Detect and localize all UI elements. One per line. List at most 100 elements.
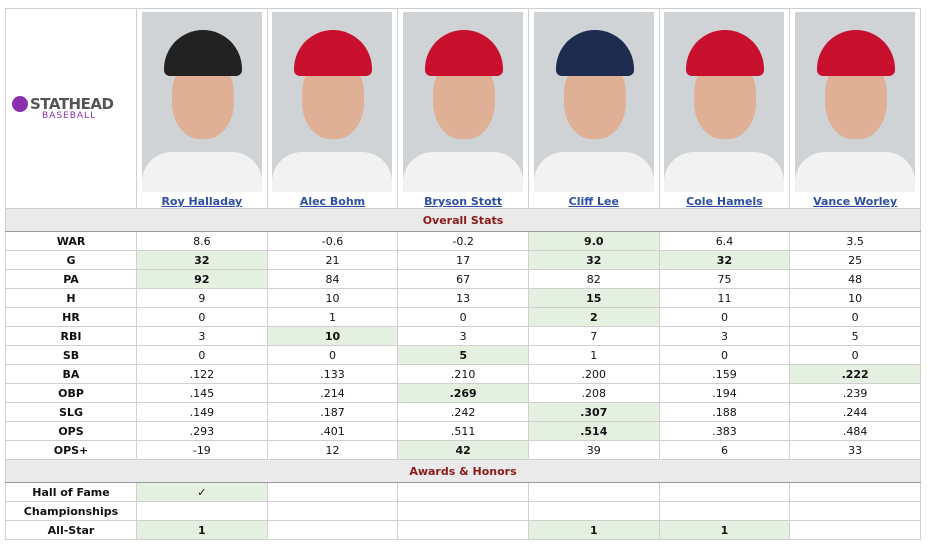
row-label: All-Star bbox=[5, 520, 137, 540]
stat-cell: 9 bbox=[136, 288, 268, 308]
stat-cell: -0.6 bbox=[266, 231, 399, 251]
player-photo bbox=[141, 12, 262, 192]
stat-cell: .383 bbox=[658, 421, 791, 441]
photo-cap bbox=[686, 30, 765, 76]
stat-cell: 84 bbox=[266, 269, 399, 289]
stat-cell: .239 bbox=[789, 383, 921, 403]
stat-row: Championships bbox=[5, 501, 921, 521]
row-label: OPS+ bbox=[5, 440, 137, 460]
comparison: STATHEAD BASEBALL Roy Halladay Alec Bohm Bry… bbox=[5, 8, 921, 540]
header-row: STATHEAD BASEBALL Roy Halladay Alec Bohm Bry… bbox=[5, 8, 921, 209]
photo-shirt bbox=[272, 152, 393, 192]
row-label: G bbox=[5, 250, 137, 270]
stat-row: All-Star 1 1 1 bbox=[5, 520, 921, 540]
comparison-table: STATHEAD BASEBALL Roy Halladay Alec Bohm Bry… bbox=[5, 8, 921, 540]
photo-cap bbox=[817, 30, 896, 76]
section-row: Awards & Honors bbox=[5, 459, 921, 483]
stat-cell: .242 bbox=[397, 402, 529, 422]
stat-cell: 0 bbox=[266, 345, 399, 365]
row-label: BA bbox=[5, 364, 137, 384]
stat-row: SB 0 0 5 1 0 0 bbox=[5, 345, 921, 365]
stat-cell: 39 bbox=[527, 440, 660, 460]
stat-cell: 10 bbox=[266, 326, 399, 346]
stat-cell: .133 bbox=[266, 364, 399, 384]
stat-row: OBP .145.214.269.208.194.239 bbox=[5, 383, 921, 403]
player-name[interactable]: Vance Worley bbox=[813, 195, 898, 208]
stat-cell: 7 bbox=[527, 326, 660, 346]
stat-cell: 6.4 bbox=[658, 231, 791, 251]
stat-cell bbox=[266, 501, 399, 521]
stat-row: H 9 10 13 15 11 10 bbox=[5, 288, 921, 308]
stat-cell: 10 bbox=[266, 288, 399, 308]
stat-cell: .214 bbox=[266, 383, 399, 403]
stat-cell: .293 bbox=[136, 421, 268, 441]
logo: STATHEAD BASEBALL bbox=[7, 95, 136, 121]
player-cell: Alec Bohm bbox=[266, 8, 399, 209]
stat-cell: 3 bbox=[136, 326, 268, 346]
stat-cell: .145 bbox=[136, 383, 268, 403]
stat-row: Hall of Fame ✓ bbox=[5, 482, 921, 502]
stat-cell: 0 bbox=[658, 307, 791, 327]
stat-cell: 17 bbox=[397, 250, 529, 270]
stat-cell bbox=[397, 520, 529, 540]
photo-shirt bbox=[533, 152, 654, 192]
photo-shirt bbox=[795, 152, 916, 192]
stat-cell: 15 bbox=[527, 288, 660, 308]
player-cell: Roy Halladay bbox=[136, 8, 268, 209]
stat-cell: 32 bbox=[527, 250, 660, 270]
stat-cell: 10 bbox=[789, 288, 921, 308]
stat-cell: .514 bbox=[527, 421, 660, 441]
logo-mark bbox=[12, 96, 28, 112]
player-name[interactable]: Bryson Stott bbox=[424, 195, 503, 208]
stat-cell: 1 bbox=[658, 520, 791, 540]
stat-cell: .222 bbox=[789, 364, 921, 384]
player-photo bbox=[272, 12, 393, 192]
section-row: Overall Stats bbox=[5, 208, 921, 232]
stat-cell: 82 bbox=[527, 269, 660, 289]
player-cell: Vance Worley bbox=[789, 8, 921, 209]
row-label: H bbox=[5, 288, 137, 308]
player-name[interactable]: Cliff Lee bbox=[568, 195, 619, 208]
player-cell: Cliff Lee bbox=[527, 8, 660, 209]
stat-cell bbox=[658, 482, 791, 502]
row-label: SLG bbox=[5, 402, 137, 422]
stat-cell: 0 bbox=[789, 307, 921, 327]
stat-cell: .149 bbox=[136, 402, 268, 422]
stat-cell bbox=[789, 482, 921, 502]
photo-cap bbox=[294, 30, 373, 76]
stat-cell: 32 bbox=[658, 250, 791, 270]
player-name[interactable]: Roy Halladay bbox=[161, 195, 243, 208]
stat-cell: 0 bbox=[136, 307, 268, 327]
player-name[interactable]: Cole Hamels bbox=[686, 195, 763, 208]
stat-cell: 32 bbox=[136, 250, 268, 270]
stat-cell: 0 bbox=[136, 345, 268, 365]
row-label: PA bbox=[5, 269, 137, 289]
logo-brand: STATHEAD bbox=[30, 95, 114, 113]
stat-cell: 0 bbox=[789, 345, 921, 365]
stat-cell bbox=[136, 501, 268, 521]
stat-cell: 92 bbox=[136, 269, 268, 289]
stat-cell bbox=[397, 482, 529, 502]
row-label: RBI bbox=[5, 326, 137, 346]
stat-cell: 1 bbox=[527, 345, 660, 365]
row-label: OPS bbox=[5, 421, 137, 441]
stat-cell bbox=[527, 482, 660, 502]
player-cell: Cole Hamels bbox=[658, 8, 791, 209]
stat-cell: 25 bbox=[789, 250, 921, 270]
stat-row: G 32 21 17 32 32 25 bbox=[5, 250, 921, 270]
player-photo bbox=[664, 12, 785, 192]
stat-row: SLG .149.187.242.307.188.244 bbox=[5, 402, 921, 422]
stat-cell bbox=[789, 501, 921, 521]
photo-shirt bbox=[664, 152, 785, 192]
stat-cell: .159 bbox=[658, 364, 791, 384]
photo-cap bbox=[425, 30, 504, 76]
player-name[interactable]: Alec Bohm bbox=[299, 195, 366, 208]
stat-cell: 42 bbox=[397, 440, 529, 460]
stat-cell: 3 bbox=[658, 326, 791, 346]
stat-cell: .484 bbox=[789, 421, 921, 441]
stat-cell: 11 bbox=[658, 288, 791, 308]
stat-row: OPS .293.401.511.514.383.484 bbox=[5, 421, 921, 441]
stat-cell: .200 bbox=[527, 364, 660, 384]
photo-shirt bbox=[141, 152, 262, 192]
stat-cell: 75 bbox=[658, 269, 791, 289]
